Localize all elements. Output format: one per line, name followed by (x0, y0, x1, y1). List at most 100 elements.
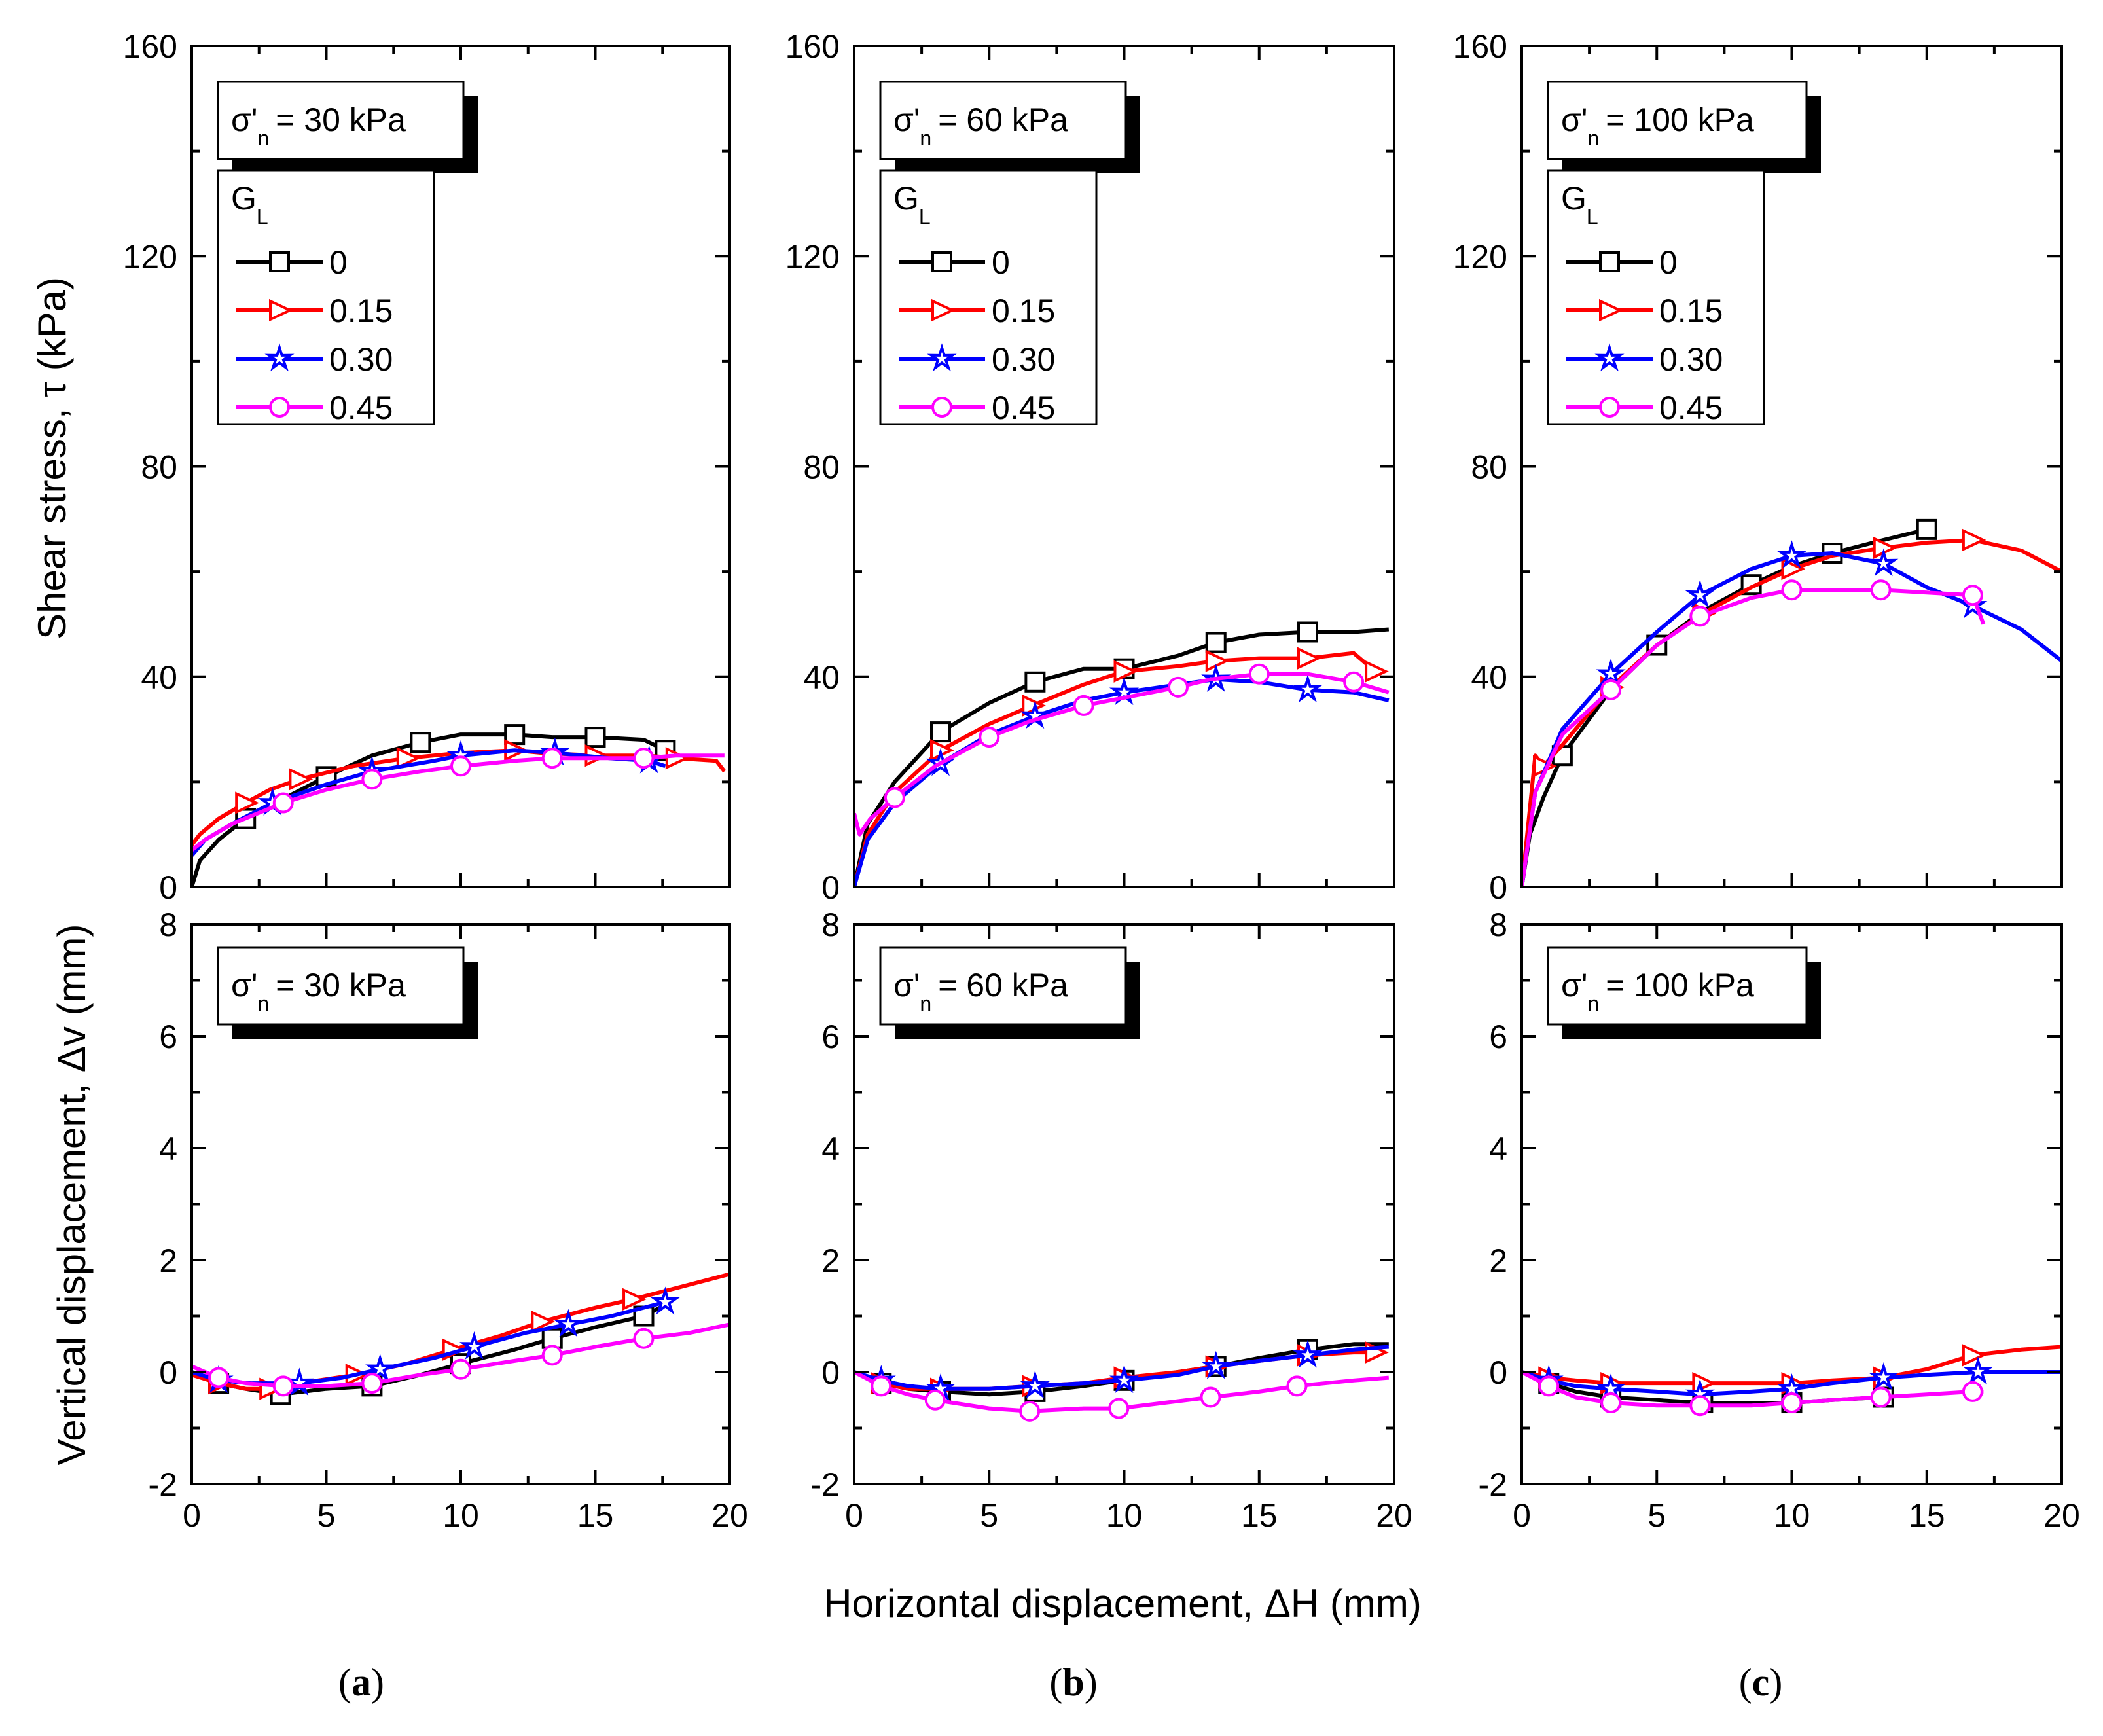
data-point-0.30 (1020, 1370, 1050, 1399)
legend-title: GL (893, 180, 931, 228)
data-point-0.45 (1962, 585, 1983, 606)
sigma-symbol: σ' (231, 101, 257, 138)
data-point-0.45 (1870, 579, 1892, 601)
data-point-0.30 (1596, 658, 1626, 687)
x-tick-label: 0 (845, 1497, 863, 1534)
x-tick-label: 10 (1774, 1497, 1810, 1534)
y-tick-label: 160 (785, 28, 840, 65)
data-point-0.45 (924, 1389, 946, 1411)
normal-stress-annotation: σ'n = 30 kPa (231, 101, 406, 150)
panel-caption-c: (c) (1739, 1661, 1783, 1704)
legend-marker-0 (1599, 251, 1620, 272)
legend-label-0.45: 0.45 (992, 389, 1055, 426)
x-tick-label: 0 (1513, 1497, 1531, 1534)
data-point-0.30 (1963, 1356, 1993, 1385)
data-point-0.15 (1113, 660, 1138, 683)
sigma-symbol: σ' (893, 101, 920, 138)
data-point-0.30 (1201, 1350, 1231, 1379)
data-point-0.30 (650, 1286, 680, 1315)
data-point-0.45 (1689, 1395, 1711, 1417)
y-tick-label: 8 (159, 907, 177, 943)
y-tick-label: 2 (159, 1242, 177, 1279)
y-tick-label: 80 (803, 449, 840, 486)
x-tick-label: 15 (1909, 1497, 1945, 1534)
sigma-symbol: σ' (893, 967, 920, 1004)
x-tick-label: 10 (442, 1497, 479, 1534)
data-point-0.45 (979, 727, 1000, 748)
legend-label-0.15: 0.15 (992, 293, 1055, 329)
caption-c-letter: c (1752, 1661, 1770, 1704)
y-tick-label: 8 (1489, 907, 1507, 943)
data-point-0.30 (459, 1331, 490, 1360)
panel-b-shear: 0 40 80 120 160 σ'n = 60 kPa GL 0 0.15 0.30 0.45 (785, 28, 1395, 906)
data-point-0.45 (208, 1367, 230, 1388)
x-tick-label: 5 (317, 1497, 336, 1534)
annotation-value: = 100 kPa (1606, 967, 1754, 1004)
y-tick-label: 0 (159, 1354, 177, 1391)
annotation-value: = 60 kPa (938, 967, 1068, 1004)
caption-b-letter: b (1062, 1661, 1084, 1704)
x-tick-label: 10 (1106, 1497, 1143, 1534)
normal-stress-annotation: σ'n = 100 kPa (1561, 967, 1754, 1015)
legend-label-0: 0 (992, 244, 1010, 281)
legend-marker-0.15 (931, 298, 956, 322)
data-point-0.45 (1870, 1386, 1892, 1408)
data-point-0.15 (1205, 649, 1230, 672)
data-point-0 (410, 732, 431, 753)
data-point-0.45 (1248, 663, 1270, 685)
series-line-0.45 (1522, 1370, 1984, 1408)
series-line-0.30 (854, 1345, 1390, 1391)
y-tick-label: 8 (821, 907, 840, 943)
data-point-0.15 (289, 768, 314, 791)
y-tick-label: 0 (1489, 869, 1507, 906)
normal-stress-annotation: σ'n = 30 kPa (231, 967, 406, 1015)
legend-marker-0.15 (269, 298, 293, 322)
sigma-symbol: σ' (231, 967, 257, 1004)
data-point-0.45 (1781, 579, 1803, 601)
caption-a-letter: a (351, 1661, 371, 1704)
data-point-0.45 (633, 1328, 655, 1349)
annotation-box (217, 946, 465, 1026)
data-point-0.45 (1538, 1375, 1560, 1397)
y-tick-label: 120 (123, 238, 177, 275)
data-point-0.45 (450, 1358, 471, 1380)
x-tick-label: 0 (183, 1497, 201, 1534)
data-point-0.45 (1689, 606, 1711, 627)
legend-title: GL (1561, 180, 1598, 228)
y-tick-label: 40 (141, 659, 177, 696)
panel-a-shear: 0 40 80 120 160 σ'n = 30 kPa GL 0 0.15 0.30 0.45 (123, 28, 731, 906)
y-tick-label: -2 (811, 1466, 840, 1503)
data-point-0.45 (450, 755, 471, 777)
data-point-0.45 (272, 1375, 294, 1397)
data-point-0.45 (361, 1373, 383, 1394)
data-point-0.45 (1600, 1392, 1622, 1414)
y-tick-label: 160 (123, 28, 177, 65)
data-point-0 (1297, 621, 1318, 643)
data-point-0.45 (1781, 1392, 1803, 1414)
x-tick-label: 15 (1241, 1497, 1278, 1534)
data-point-0.45 (1019, 1400, 1041, 1422)
legend-marker-0.45 (931, 397, 952, 418)
data-point-0.30 (365, 1353, 395, 1382)
data-point-0.30 (1869, 548, 1899, 577)
annotation-value: = 30 kPa (276, 967, 406, 1004)
panel-caption-b: (b) (1049, 1661, 1097, 1704)
data-point-0.45 (1343, 671, 1365, 693)
y-tick-label: 6 (1489, 1019, 1507, 1055)
x-tick-label: 20 (2043, 1497, 2080, 1534)
data-point-0 (1916, 518, 1937, 540)
annotation-box (1547, 81, 1808, 160)
x-tick-label: 20 (711, 1497, 748, 1534)
legend-marker-0.30 (264, 343, 295, 372)
y-tick-label: 4 (159, 1130, 177, 1167)
y-tick-label: 80 (141, 449, 177, 486)
data-point-0.45 (1073, 695, 1094, 716)
y-axis-title-shear: Shear stress, τ (kPa) (30, 277, 74, 640)
legend-label-0.15: 0.15 (1659, 293, 1723, 329)
y-tick-label: 80 (1471, 449, 1507, 486)
data-point-0.30 (1109, 1365, 1140, 1394)
annotation-box (879, 946, 1127, 1026)
y-tick-label: -2 (1479, 1466, 1507, 1503)
